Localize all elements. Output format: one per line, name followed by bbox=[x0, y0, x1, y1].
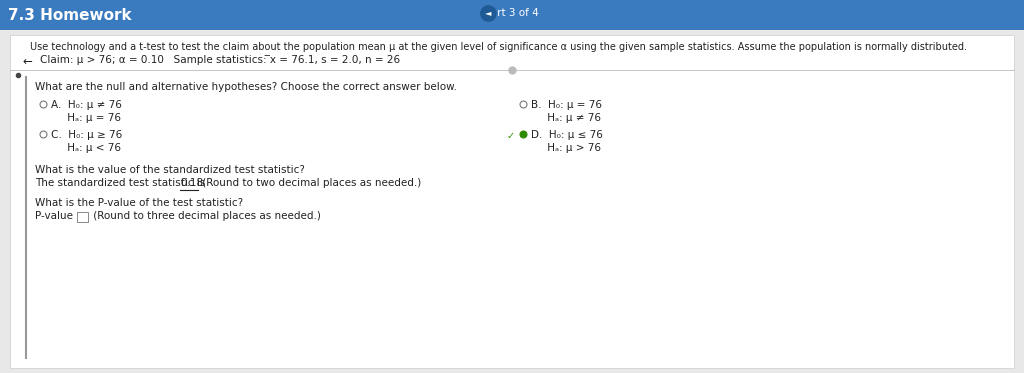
Text: Hₐ: μ > 76: Hₐ: μ > 76 bbox=[531, 143, 601, 153]
Text: Use technology and a t-test to test the claim about the population mean μ at the: Use technology and a t-test to test the … bbox=[30, 42, 967, 52]
Text: 0.18: 0.18 bbox=[180, 178, 204, 188]
Text: The standardized test statistic is: The standardized test statistic is bbox=[35, 178, 209, 188]
Text: Hₐ: μ ≠ 76: Hₐ: μ ≠ 76 bbox=[531, 113, 601, 123]
Text: What is the P-value of the test statistic?: What is the P-value of the test statisti… bbox=[35, 198, 243, 208]
Text: B.  H₀: μ = 76: B. H₀: μ = 76 bbox=[531, 100, 602, 110]
Text: What is the value of the standardized test statistic?: What is the value of the standardized te… bbox=[35, 165, 305, 175]
Text: Part 3 of 4: Part 3 of 4 bbox=[485, 8, 539, 18]
Text: What are the null and alternative hypotheses? Choose the correct answer below.: What are the null and alternative hypoth… bbox=[35, 82, 457, 92]
Bar bbox=[10, 35, 1014, 368]
Text: ←: ← bbox=[22, 55, 32, 68]
Bar bbox=[0, 0, 1024, 30]
Text: (Round to three decimal places as needed.): (Round to three decimal places as needed… bbox=[89, 211, 321, 221]
Text: P-value =: P-value = bbox=[35, 211, 88, 221]
Text: 7.3 Homework: 7.3 Homework bbox=[8, 7, 132, 22]
Text: D.  H₀: μ ≤ 76: D. H₀: μ ≤ 76 bbox=[531, 130, 603, 140]
Text: Hₐ: μ < 76: Hₐ: μ < 76 bbox=[51, 143, 121, 153]
Text: Hₐ: μ = 76: Hₐ: μ = 76 bbox=[51, 113, 121, 123]
Text: ✓: ✓ bbox=[507, 131, 515, 141]
Text: Claim: μ > 76; α = 0.10   Sample statistics: ̅x = 76.1, s = 2.0, n = 26: Claim: μ > 76; α = 0.10 Sample statistic… bbox=[40, 55, 400, 65]
Text: A.  H₀: μ ≠ 76: A. H₀: μ ≠ 76 bbox=[51, 100, 122, 110]
Text: ◄: ◄ bbox=[484, 9, 492, 18]
Text: (Round to two decimal places as needed.): (Round to two decimal places as needed.) bbox=[200, 178, 422, 188]
Bar bbox=[77, 212, 87, 222]
Text: C.  H₀: μ ≥ 76: C. H₀: μ ≥ 76 bbox=[51, 130, 122, 140]
